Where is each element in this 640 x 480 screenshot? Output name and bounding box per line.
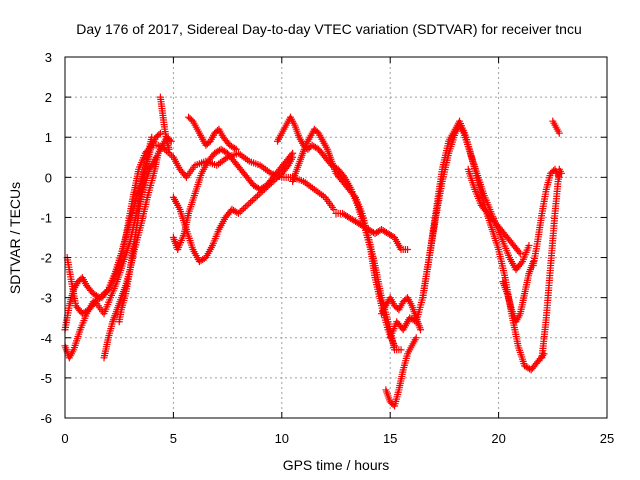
plot-frame [64,56,608,419]
y-tick-label: 1 [45,130,52,145]
data-points [61,93,565,410]
y-tick-label: 2 [45,90,52,105]
data-point [155,131,163,139]
data-point [241,203,249,211]
x-tick-label: 25 [600,431,614,446]
series-s14 [382,334,420,410]
data-point [236,208,244,216]
data-point [350,192,358,200]
data-point [417,326,425,334]
data-point [555,173,563,181]
data-point [517,259,525,267]
y-tick-label: -2 [40,251,52,266]
series-s17 [464,165,524,258]
data-point [247,198,255,206]
data-point [240,205,248,213]
data-point [103,287,111,295]
series-s21 [549,117,563,137]
series-s4 [100,133,175,362]
series-s19 [538,165,565,362]
data-point [525,242,533,250]
y-tick-label: 0 [45,170,52,185]
data-point [166,150,174,158]
data-point [248,197,256,205]
data-point [397,346,405,354]
series-s16 [419,121,533,302]
series-s8 [169,145,297,254]
x-tick-label: 15 [383,431,397,446]
data-point [231,144,239,152]
x-tick-label: 5 [170,431,177,446]
series-s11 [289,125,405,354]
data-point [252,193,260,201]
data-point [254,192,262,200]
series-s6 [156,93,173,153]
series-s18 [499,258,537,326]
data-point [165,145,173,153]
series-s5 [115,133,156,326]
x-tick-label: 20 [491,431,505,446]
x-axis: 0 5 10 15 20 25 [61,57,614,446]
series-s15 [386,117,548,374]
x-tick-label: 0 [61,431,68,446]
y-tick-label: -5 [40,371,52,386]
x-axis-label: GPS time / hours [283,457,390,473]
data-point [250,195,258,203]
series-s20 [529,165,563,270]
data-point [515,248,523,256]
data-point [156,129,164,137]
x-tick-label: 10 [275,431,289,446]
y-tick-label: -4 [40,331,52,346]
data-point [245,200,253,208]
data-point [148,133,156,141]
data-point [289,149,297,157]
data-point [516,250,524,258]
data-point [287,151,295,159]
chart-title: Day 176 of 2017, Sidereal Day-to-day VTE… [76,21,582,37]
data-point [243,201,251,209]
data-point [232,145,240,153]
data-point [330,205,338,213]
series-s13 [378,294,425,334]
y-tick-label: -1 [40,210,52,225]
data-point [404,246,412,254]
data-point [412,334,420,342]
y-tick-label: -3 [40,291,52,306]
y-axis-label: SDTVAR / TECUs [7,182,23,294]
data-point [555,129,563,137]
y-tick-label: -6 [40,411,52,426]
data-point [233,208,241,216]
series-s12 [332,209,412,254]
y-axis: -6 -5 -4 -3 -2 -1 0 1 2 3 [40,50,607,426]
y-tick-label: 3 [45,50,52,65]
series-s9 [185,113,240,153]
